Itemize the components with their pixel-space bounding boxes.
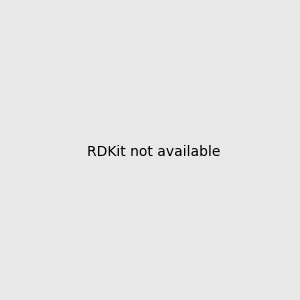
Text: RDKit not available: RDKit not available bbox=[87, 145, 220, 158]
